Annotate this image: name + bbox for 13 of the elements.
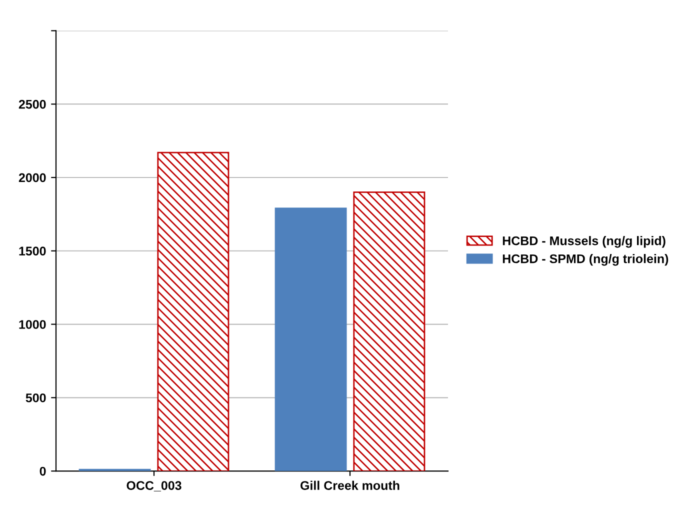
y-tick-label: 1000 <box>19 320 46 329</box>
x-tick-label: OCC_003 <box>126 481 182 492</box>
legend-label: HCBD - SPMD (ng/g triolein) <box>502 254 668 266</box>
legend-label: HCBD - Mussels (ng/g lipid) <box>502 236 666 248</box>
y-tick-label: 2500 <box>18 100 46 109</box>
bar <box>353 191 426 472</box>
bar <box>274 208 347 472</box>
bar <box>157 152 230 472</box>
y-tick-label: 0 <box>40 466 46 476</box>
y-tick-label: 1500 <box>19 246 46 256</box>
y-tick-label: 500 <box>26 393 46 402</box>
x-tick-label: Gill Creek mouth <box>300 480 400 490</box>
y-tick-label: 2000 <box>18 173 46 182</box>
